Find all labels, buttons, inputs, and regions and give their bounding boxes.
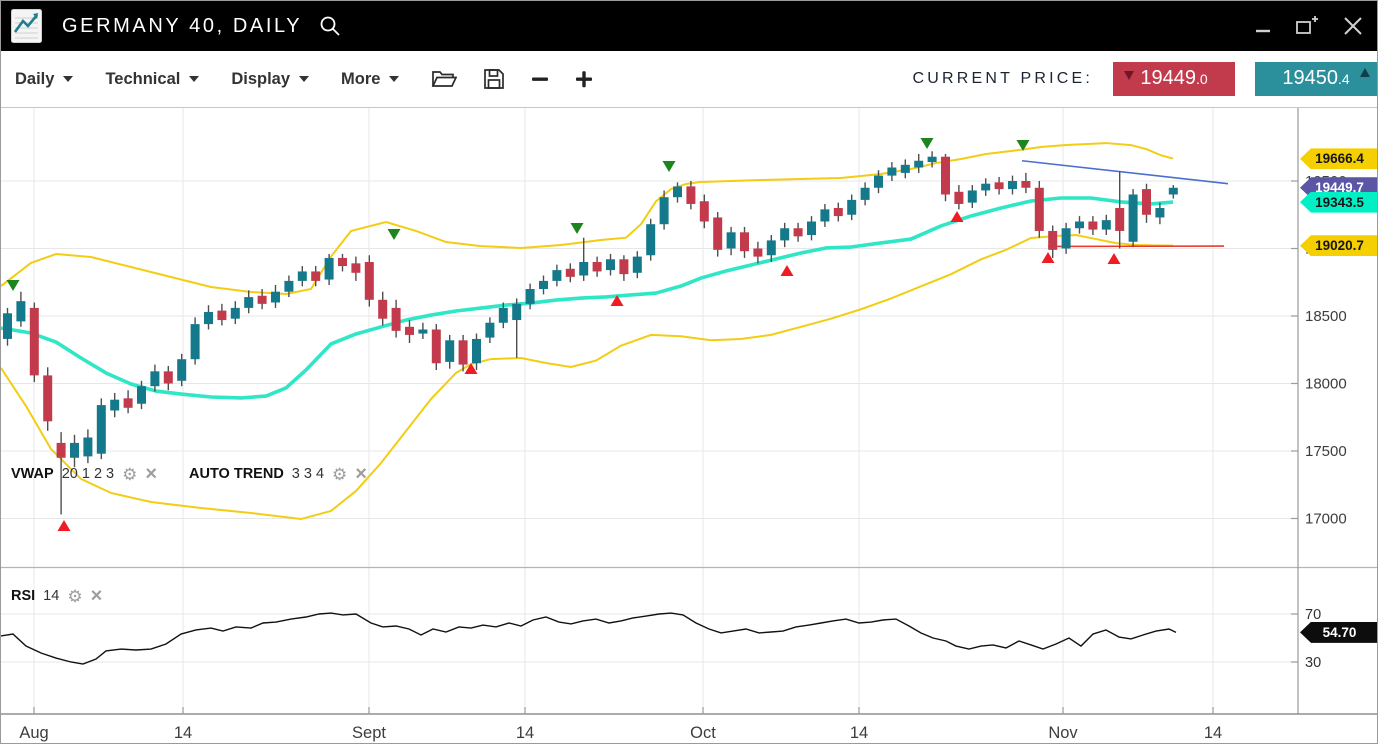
autotrend-indicator-name: AUTO TREND <box>189 466 284 482</box>
svg-text:14: 14 <box>174 724 192 742</box>
vwap-indicator-row: VWAP 20 1 2 3 ⚙ × <box>11 464 157 484</box>
remove-indicator-icon[interactable]: × <box>145 463 158 485</box>
gear-icon[interactable]: ⚙ <box>332 464 348 484</box>
popout-window-icon[interactable] <box>1295 15 1319 37</box>
svg-text:14: 14 <box>1204 724 1222 742</box>
svg-text:14: 14 <box>516 724 534 742</box>
price-tag: 19343.5 <box>1300 191 1377 213</box>
rsi-indicator-params: 14 <box>43 588 60 604</box>
minimize-icon[interactable] <box>1255 17 1271 35</box>
zoom-out-icon[interactable] <box>531 69 549 89</box>
rsi-indicator-name: RSI <box>11 588 36 604</box>
gear-icon[interactable]: ⚙ <box>67 586 83 606</box>
svg-text:30: 30 <box>1305 655 1321 671</box>
chevron-down-icon <box>299 76 310 82</box>
svg-text:17500: 17500 <box>1305 443 1347 460</box>
open-folder-icon[interactable] <box>431 68 458 90</box>
technical-dropdown-label: Technical <box>105 69 181 88</box>
display-dropdown[interactable]: Display <box>231 69 310 89</box>
vwap-indicator-name: VWAP <box>11 466 54 482</box>
timeframe-dropdown-label: Daily <box>15 69 55 88</box>
gear-icon[interactable]: ⚙ <box>122 464 138 484</box>
price-up-arrow-icon <box>1360 68 1370 77</box>
svg-text:Aug: Aug <box>19 724 48 742</box>
remove-indicator-icon[interactable]: × <box>355 463 367 485</box>
svg-text:Oct: Oct <box>690 724 716 742</box>
svg-text:18500: 18500 <box>1305 308 1347 325</box>
svg-text:18000: 18000 <box>1305 376 1347 393</box>
svg-text:Nov: Nov <box>1048 724 1078 742</box>
title-bar: GERMANY 40, DAILY <box>1 1 1377 51</box>
toolbar: Daily Technical Display More <box>1 51 1377 108</box>
price-tag: 19020.7 <box>1300 235 1377 257</box>
ask-price-box[interactable]: 19450.4 <box>1255 62 1377 96</box>
more-dropdown-label: More <box>341 69 381 88</box>
app-logo-icon <box>11 9 42 43</box>
chevron-down-icon <box>189 76 200 82</box>
window-controls <box>1255 15 1363 37</box>
chevron-down-icon <box>389 76 400 82</box>
svg-text:17000: 17000 <box>1305 511 1347 528</box>
remove-indicator-icon[interactable]: × <box>90 585 103 607</box>
technical-dropdown[interactable]: Technical <box>105 69 200 89</box>
current-price-section: CURRENT PRICE: 19449.0 19450.4 <box>912 51 1377 107</box>
timeframe-dropdown[interactable]: Daily <box>15 69 74 89</box>
ask-price-value: 19450 <box>1282 67 1338 89</box>
more-dropdown[interactable]: More <box>341 69 400 89</box>
current-price-label: CURRENT PRICE: <box>912 70 1093 87</box>
zoom-in-icon[interactable] <box>575 69 593 89</box>
chevron-down-icon <box>63 76 74 82</box>
rsi-indicator-row: RSI 14 ⚙ × <box>11 586 102 606</box>
svg-text:Sept: Sept <box>352 724 386 742</box>
vwap-indicator-params: 20 1 2 3 <box>61 466 115 482</box>
svg-text:70: 70 <box>1305 607 1321 623</box>
price-tag: 19666.4 <box>1300 148 1377 170</box>
bid-price-value: 19449 <box>1140 67 1196 89</box>
save-icon[interactable] <box>483 68 505 90</box>
close-icon[interactable] <box>1343 16 1363 36</box>
window-title: GERMANY 40, DAILY <box>62 14 303 37</box>
svg-text:14: 14 <box>850 724 868 742</box>
price-tag: 54.70 <box>1300 621 1377 643</box>
search-icon[interactable] <box>318 14 342 38</box>
price-down-arrow-icon <box>1124 71 1134 80</box>
display-dropdown-label: Display <box>231 69 291 88</box>
bid-price-box[interactable]: 19449.0 <box>1113 62 1235 96</box>
autotrend-indicator-row: AUTO TREND 3 3 4 ⚙ × <box>189 464 367 484</box>
autotrend-indicator-params: 3 3 4 <box>291 466 325 482</box>
